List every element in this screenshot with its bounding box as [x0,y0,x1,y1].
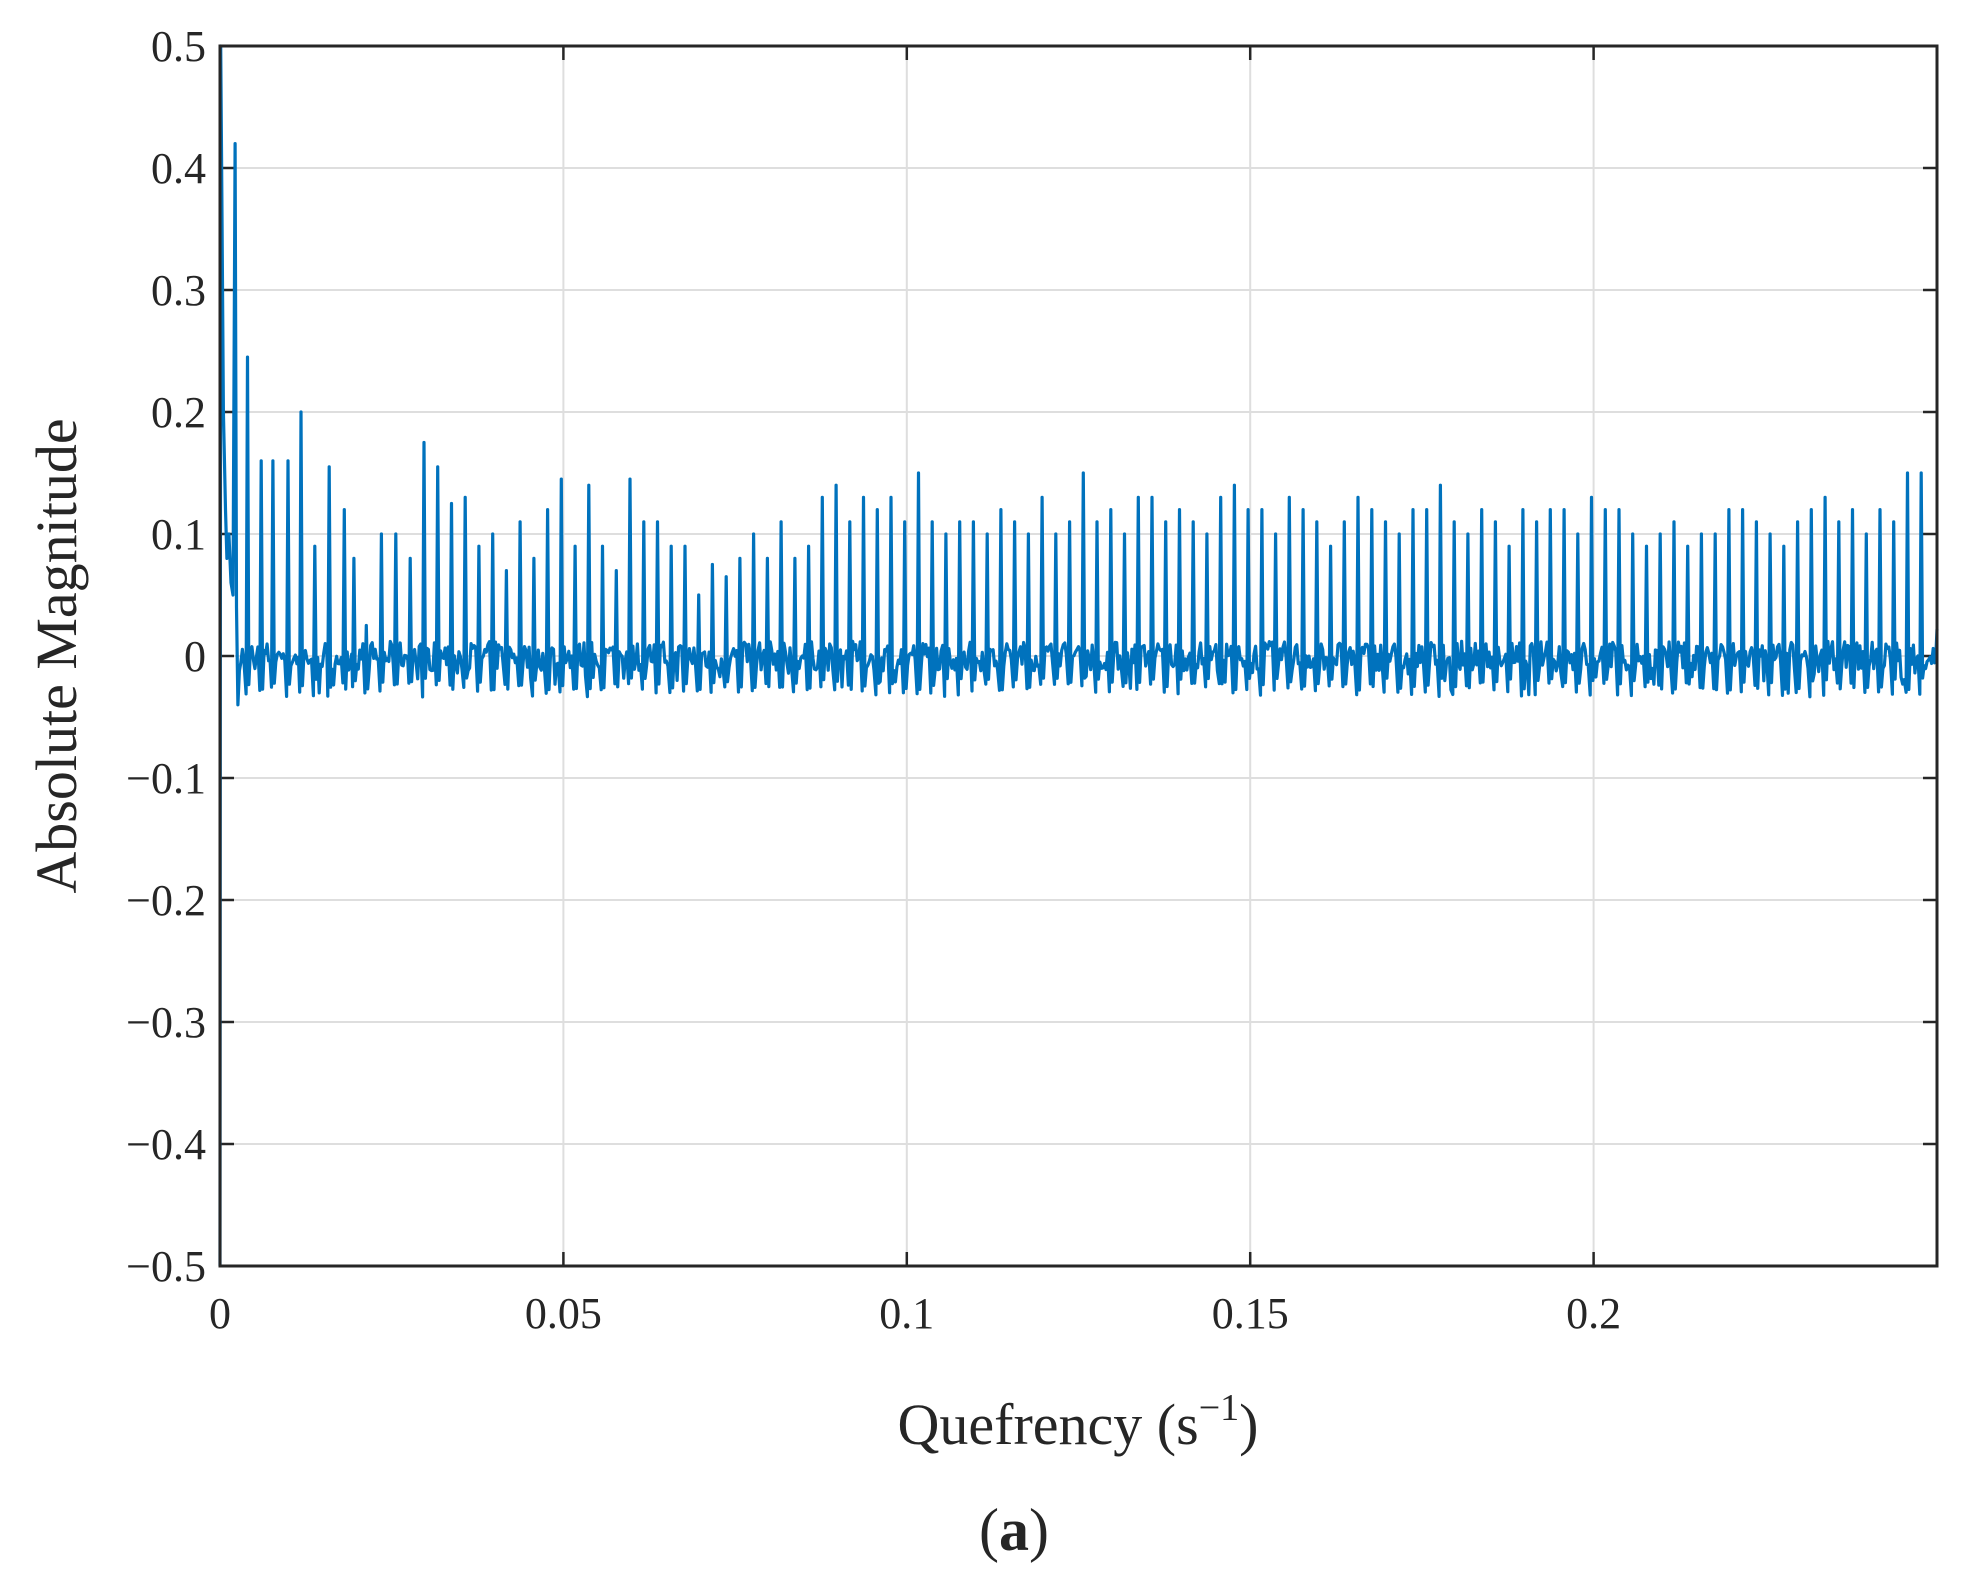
x-tick-label: 0 [209,1289,231,1338]
y-tick-label: 0.1 [151,510,206,559]
plot-frame [218,44,1939,1268]
panel-label-close: ) [1029,1497,1049,1563]
y-tick-label: 0 [184,632,206,681]
series-group [218,44,1939,1267]
y-tick-label: −0.4 [126,1120,206,1169]
y-tick-label: −0.1 [126,754,206,803]
x-axis-title-superscript: −1 [1199,1387,1239,1429]
y-tick-labels: 0.5 0.4 0.3 0.2 0.1 0 −0.1 −0.2 −0.3 −0.4 −0.5 [126,22,206,1291]
x-tick-label: 0.1 [879,1289,934,1338]
x-axis-title-close: ) [1239,1392,1258,1457]
y-tick-label: −0.2 [126,876,206,925]
y-tick-label: 0.3 [151,266,206,315]
y-tick-label: 0.4 [151,144,206,193]
panel-label-open: ( [979,1497,999,1563]
y-axis-title: Absolute Magnitude [24,418,89,893]
x-tick-labels: 0 0.05 0.1 0.15 0.2 [209,1289,1621,1338]
y-tick-label: 0.2 [151,388,206,437]
x-tick-label: 0.05 [525,1289,602,1338]
x-axis-title: Quefrency (s−1) [898,1387,1259,1457]
x-tick-label: 0.2 [1566,1289,1621,1338]
y-tick-label: −0.5 [126,1242,206,1291]
panel-label: (a) [979,1497,1049,1563]
panel-label-letter: a [999,1497,1029,1563]
x-axis-title-main: Quefrency (s [898,1392,1199,1457]
y-tick-label: 0.5 [151,22,206,71]
series-line [218,44,1939,1267]
y-tick-label: −0.3 [126,998,206,1047]
x-tick-label: 0.15 [1212,1289,1289,1338]
